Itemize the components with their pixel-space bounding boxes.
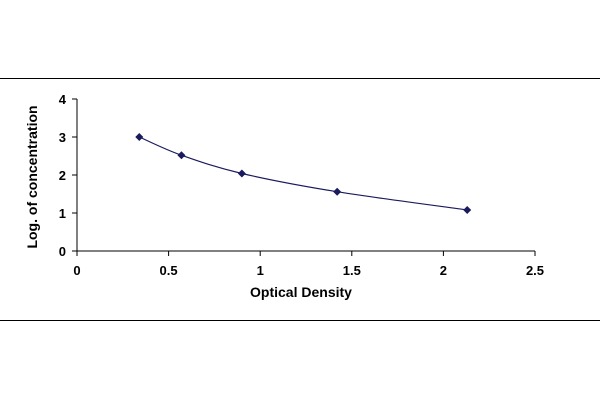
- data-point: [135, 133, 144, 141]
- y-axis-label: Log. of concentration: [24, 105, 40, 248]
- x-tick-label: 1.5: [343, 263, 361, 278]
- x-axis-label: Optical Density: [250, 284, 352, 300]
- x-tick-label: 0: [73, 263, 80, 278]
- y-tick-label: 0: [59, 244, 66, 259]
- x-tick-label: 1: [257, 263, 264, 278]
- axes: [76, 99, 535, 252]
- y-tick-label: 3: [59, 130, 66, 145]
- y-tick-label: 1: [59, 206, 66, 221]
- chart-frame: [0, 78, 600, 321]
- data-point: [177, 151, 186, 160]
- data-point: [237, 169, 246, 178]
- data-point: [463, 205, 472, 214]
- data-points: [135, 133, 472, 214]
- x-tick-label: 0.5: [160, 263, 178, 278]
- x-tick-label: 2: [440, 263, 447, 278]
- y-ticks: 0 1 2 3 4: [59, 92, 77, 259]
- data-point: [333, 187, 342, 196]
- fitted-curve: [139, 136, 468, 211]
- x-ticks: 0 0.5 1 1.5 2 2.5: [73, 251, 544, 278]
- y-tick-label: 2: [59, 168, 66, 183]
- y-tick-label: 4: [59, 92, 67, 107]
- x-tick-label: 2.5: [526, 263, 544, 278]
